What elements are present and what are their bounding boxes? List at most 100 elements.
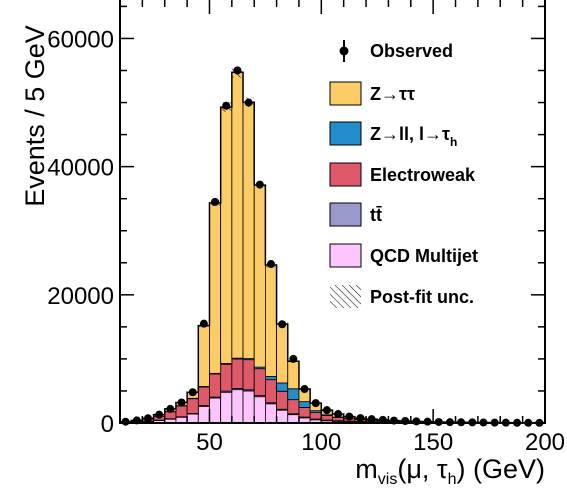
x-tick-label-200: 200 — [525, 429, 565, 456]
bar-electroweak-5 — [175, 405, 188, 418]
observed-point-27 — [423, 417, 432, 426]
y-axis-label: Events / 5 GeV — [20, 25, 50, 207]
observed-point-19 — [334, 410, 343, 419]
legend-label-ztautau: Z→ττ — [370, 84, 415, 104]
bar-z-14 — [276, 323, 289, 384]
bar-qcd-multijet-9 — [220, 391, 233, 423]
observed-point-17 — [311, 399, 320, 408]
observed-point-12 — [255, 180, 264, 189]
x-axis-label: mvis(μ, τh) (GeV) — [355, 454, 545, 488]
legend-entry-ttbar: tt̄ — [329, 202, 382, 227]
legend-entry-electroweak: Electroweak — [329, 162, 476, 187]
observed-point-23 — [378, 415, 387, 424]
observed-points — [121, 66, 544, 427]
bar-z-ll-l-h-15 — [287, 388, 300, 401]
legend-entry-ztautau: Z→ττ — [329, 81, 415, 106]
observed-point-8 — [211, 197, 220, 206]
legend-swatch-postfit-unc — [330, 285, 361, 308]
bar-electroweak-15 — [287, 399, 300, 415]
bar-electroweak-6 — [186, 398, 199, 414]
legend-label-electroweak: Electroweak — [370, 165, 476, 185]
legend-swatch-qcd — [329, 243, 362, 268]
observed-point-28 — [434, 417, 443, 426]
bar-qcd-multijet-7 — [197, 405, 210, 423]
bar-z-15 — [287, 360, 300, 390]
observed-point-4 — [166, 404, 175, 413]
bar-z-ll-l-h-16 — [298, 401, 311, 408]
observed-point-20 — [345, 412, 354, 421]
bar-qcd-multijet-15 — [287, 414, 300, 423]
legend-swatch-zll — [329, 121, 362, 146]
bar-z-12 — [253, 184, 266, 368]
bar-electroweak-7 — [197, 386, 210, 406]
observed-point-0 — [121, 417, 130, 426]
y-tick-label-20000: 20000 — [47, 283, 114, 310]
bar-z-7 — [197, 325, 210, 387]
y-tick-label-40000: 40000 — [47, 155, 114, 182]
x-axis-ticks: 50 100 150 200 — [119, 0, 565, 456]
observed-point-26 — [412, 417, 421, 426]
observed-point-21 — [356, 414, 365, 423]
bar-electroweak-10 — [231, 358, 244, 389]
bar-electroweak-14 — [276, 390, 289, 410]
x-tick-label-50: 50 — [196, 429, 223, 456]
bar-qcd-multijet-13 — [264, 403, 277, 423]
observed-point-13 — [266, 260, 275, 269]
bar-z-11 — [242, 101, 255, 359]
bar-qcd-multijet-12 — [253, 396, 266, 423]
bar-electroweak-16 — [298, 407, 311, 418]
observed-point-16 — [300, 385, 309, 394]
y-tick-label-60000: 60000 — [47, 26, 114, 53]
observed-point-14 — [278, 320, 287, 329]
bar-qcd-multijet-6 — [186, 413, 199, 423]
bar-z-10 — [231, 71, 244, 359]
bar-z-8 — [209, 202, 222, 374]
bar-electroweak-8 — [209, 373, 222, 398]
legend-entry-zll: Z→ll, l→τh — [329, 121, 457, 149]
observed-point-7 — [199, 319, 208, 328]
y-axis-ticks: 0 20000 40000 60000 — [47, 5, 545, 438]
observed-point-10 — [233, 66, 242, 75]
bar-electroweak-9 — [220, 363, 233, 392]
legend-observed-marker — [339, 46, 349, 56]
bar-z-13 — [264, 264, 277, 377]
legend-label-observed: Observed — [370, 41, 453, 61]
legend-label-postfit-unc: Post-fit unc. — [370, 287, 474, 307]
bar-z-ll-l-h-13 — [264, 376, 277, 381]
observed-point-3 — [155, 410, 164, 419]
observed-point-2 — [143, 414, 152, 423]
observed-point-6 — [188, 388, 197, 397]
bar-electroweak-12 — [253, 368, 266, 397]
observed-point-18 — [322, 406, 331, 415]
bar-z-ll-l-h-14 — [276, 382, 289, 392]
legend-label-qcd: QCD Multijet — [370, 246, 478, 266]
bar-qcd-multijet-14 — [276, 409, 289, 423]
observed-point-22 — [367, 415, 376, 424]
bar-electroweak-17 — [309, 412, 322, 420]
y-tick-label-0: 0 — [101, 411, 114, 438]
bar-z-9 — [220, 106, 233, 364]
legend-label-zll: Z→ll, l→τh — [370, 124, 457, 149]
legend-entry-postfit-unc: Post-fit unc. — [330, 285, 474, 308]
legend-swatch-ztautau — [329, 81, 362, 106]
x-tick-label-150: 150 — [413, 429, 453, 456]
legend-label-ttbar: tt̄ — [370, 205, 382, 225]
bar-qcd-multijet-10 — [231, 389, 244, 423]
legend: Observed Z→ττ Z→ll, l→τh Electroweak tt̄… — [329, 40, 478, 308]
plot-frame — [119, 0, 546, 424]
observed-point-15 — [289, 354, 298, 363]
legend-swatch-ttbar — [329, 202, 362, 227]
legend-entry-observed: Observed — [339, 40, 453, 62]
bar-electroweak-11 — [242, 359, 255, 391]
bar-qcd-multijet-8 — [209, 397, 222, 423]
bar-qcd-multijet-11 — [242, 390, 255, 423]
bar-electroweak-18 — [320, 415, 333, 421]
legend-entry-qcd: QCD Multijet — [329, 243, 478, 268]
bar-electroweak-13 — [264, 379, 277, 404]
legend-swatch-electroweak — [329, 162, 362, 187]
observed-point-11 — [244, 98, 253, 107]
observed-point-9 — [222, 101, 231, 110]
x-tick-label-100: 100 — [301, 429, 341, 456]
observed-point-5 — [177, 398, 186, 407]
